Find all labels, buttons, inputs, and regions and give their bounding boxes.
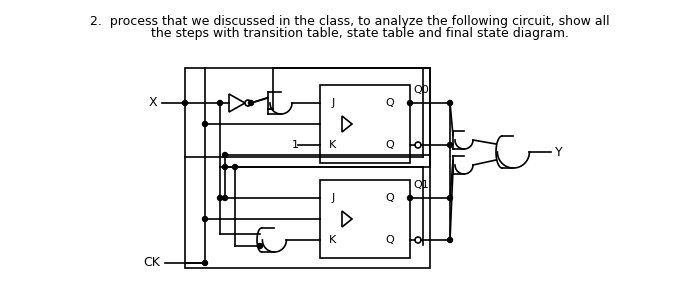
Text: J: J: [331, 193, 335, 203]
Text: Q0: Q0: [413, 85, 428, 95]
Circle shape: [447, 195, 452, 201]
Circle shape: [232, 165, 237, 169]
Text: 1: 1: [292, 140, 299, 150]
Text: Q1: Q1: [413, 180, 428, 190]
Circle shape: [218, 195, 223, 201]
Text: Q: Q: [386, 193, 394, 203]
Text: X: X: [148, 97, 157, 110]
Text: Y: Y: [555, 146, 563, 159]
Circle shape: [223, 153, 228, 158]
Circle shape: [202, 261, 207, 265]
Circle shape: [202, 217, 207, 221]
Circle shape: [407, 195, 412, 201]
Circle shape: [447, 143, 452, 147]
Bar: [320, 85, 410, 163]
Circle shape: [218, 101, 223, 105]
Circle shape: [407, 101, 412, 105]
Circle shape: [248, 101, 253, 105]
Circle shape: [223, 195, 228, 201]
Bar: [185, 68, 430, 268]
Text: Q: Q: [386, 98, 394, 108]
Circle shape: [183, 101, 188, 105]
Text: CK: CK: [143, 256, 160, 269]
Text: K: K: [330, 140, 337, 150]
Text: 2.  process that we discussed in the class, to analyze the following circuit, sh: 2. process that we discussed in the clas…: [90, 15, 610, 28]
Text: Q: Q: [386, 140, 394, 150]
Circle shape: [202, 121, 207, 127]
Text: K: K: [330, 235, 337, 245]
Text: the steps with transition table, state table and final state diagram.: the steps with transition table, state t…: [131, 27, 569, 40]
Bar: [320, 180, 410, 258]
Circle shape: [447, 237, 452, 243]
Circle shape: [447, 101, 452, 105]
Circle shape: [258, 243, 262, 249]
Text: J: J: [331, 98, 335, 108]
Circle shape: [223, 165, 228, 169]
Text: Q: Q: [386, 235, 394, 245]
